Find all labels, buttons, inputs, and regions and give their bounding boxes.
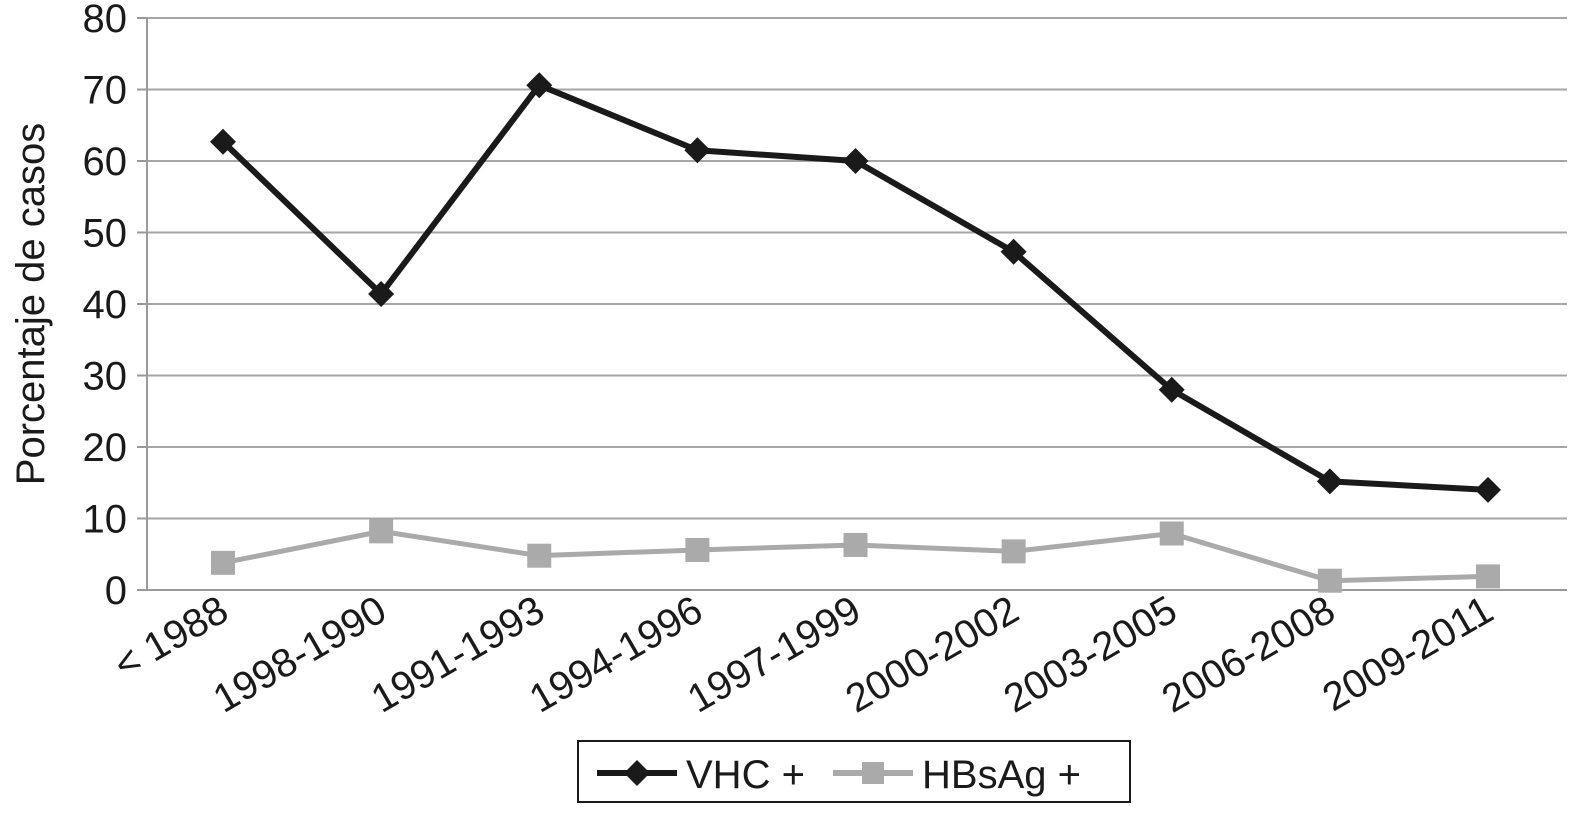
y-tick-label: 10: [83, 498, 128, 542]
gridlines: [147, 17, 1567, 520]
x-tick-label: 2003-2005: [997, 588, 1185, 722]
legend-marker-vhc: [624, 760, 650, 786]
legend-label-hbsag: HBsAg +: [922, 753, 1081, 797]
x-tick-label: 1991-1993: [364, 588, 552, 722]
data-point-vhc: [684, 137, 711, 164]
y-tick-label: 60: [83, 140, 128, 184]
x-tick-label: 2000-2002: [838, 588, 1026, 722]
data-point-hbsag: [211, 550, 235, 575]
data-point-hbsag: [1317, 568, 1342, 593]
x-tick-label: 1994-1996: [522, 588, 710, 722]
data-point-hbsag: [843, 532, 868, 557]
data-point-hbsag: [369, 519, 394, 544]
x-tick-label: 2006-2008: [1155, 588, 1343, 722]
y-tick-label: 80: [83, 0, 128, 41]
legend-marker-hbsag: [862, 762, 884, 784]
data-point-vhc: [368, 280, 395, 307]
data-point-vhc: [842, 148, 869, 174]
y-tick-label: 70: [83, 69, 128, 113]
y-tick-label: 0: [105, 569, 127, 613]
series-line-vhc: [220, 82, 1489, 493]
data-point-hbsag: [685, 537, 710, 562]
y-tick-label: 20: [83, 426, 128, 470]
data-point-hbsag: [1476, 564, 1500, 589]
data-point-hbsag: [1159, 521, 1184, 546]
data-point-vhc: [1475, 476, 1501, 503]
x-tick-label: 1998-1990: [206, 588, 394, 722]
x-tick-label: 2009-2011: [1315, 588, 1500, 720]
data-point-vhc: [1000, 238, 1027, 265]
y-tick-label: 50: [83, 212, 128, 256]
x-tick-labels: < 19881998-19901991-19931994-19961997-19…: [107, 588, 1501, 722]
data-point-hbsag: [1001, 539, 1026, 564]
data-point-vhc: [210, 128, 236, 155]
y-axis-label: Porcentaje de casos: [9, 123, 53, 485]
y-tick-label: 40: [83, 283, 128, 327]
data-point-hbsag: [527, 543, 552, 568]
legend: VHC + HBsAg +: [577, 740, 1131, 803]
series-group: [210, 72, 1501, 593]
legend-label-vhc: VHC +: [686, 753, 805, 797]
y-tick-label: 30: [83, 355, 128, 399]
data-point-vhc: [1158, 376, 1185, 403]
y-tick-labels: 0 10 20 30 40 50 60 70 80: [83, 0, 147, 613]
x-tick-label: 1997-1999: [680, 588, 868, 722]
data-point-vhc: [526, 72, 553, 99]
data-point-vhc: [1316, 468, 1343, 495]
